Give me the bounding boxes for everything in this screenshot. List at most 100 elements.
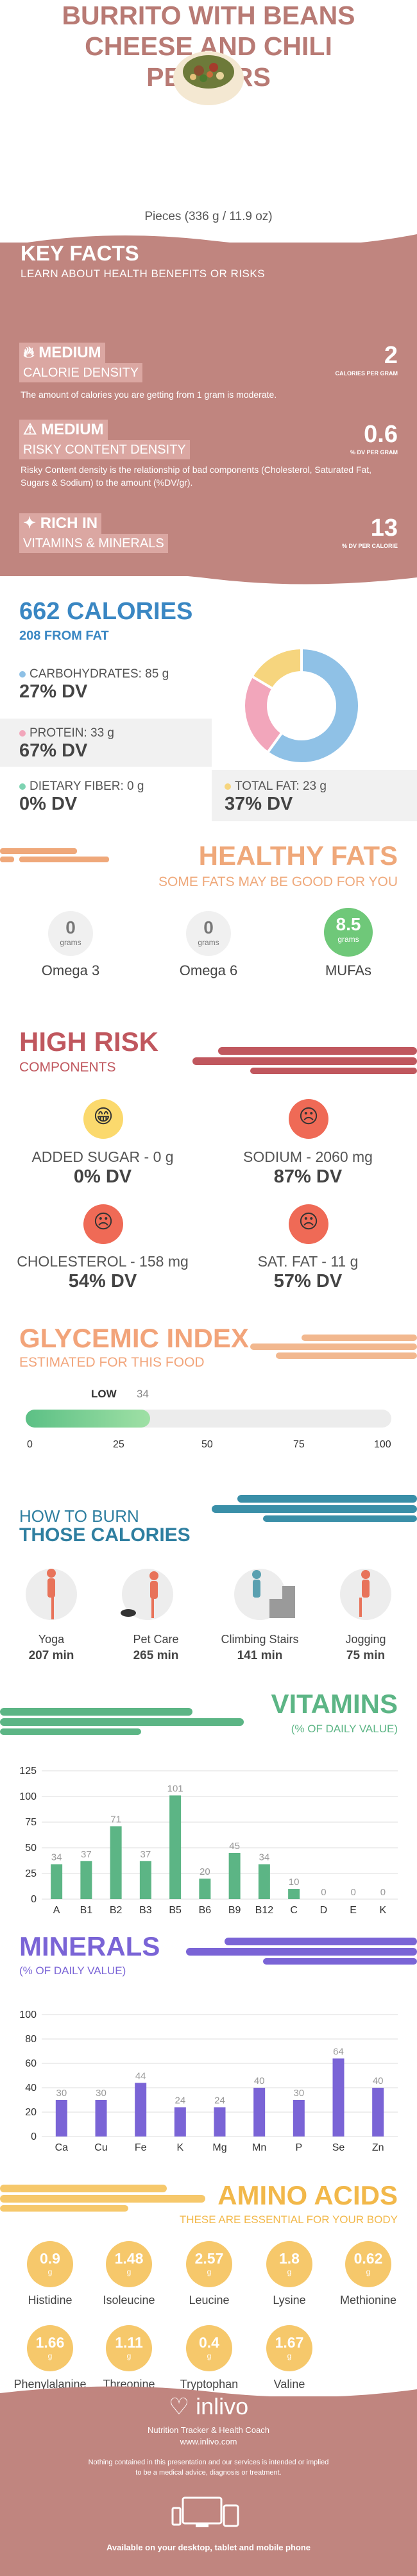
fat-unit: grams — [198, 938, 219, 947]
x-tick-label: K — [176, 2142, 183, 2153]
y-tick-label: 100 — [19, 1791, 37, 1802]
amino-value: 1.8 g — [266, 2241, 312, 2287]
y-tick-label: 125 — [19, 1766, 37, 1777]
x-tick-label: C — [290, 1905, 298, 1916]
fact-unit: CALORIES PER GRAM — [335, 370, 398, 377]
amino-number: 1.48 — [114, 2250, 144, 2267]
fats-title: HEALTHY FATS — [198, 840, 398, 871]
y-tick-label: 75 — [25, 1817, 37, 1828]
bar-A — [51, 1864, 63, 1899]
macro-carbs: CARBOHYDRATES: 85 g 27% DV — [19, 667, 169, 703]
bar-C — [288, 1889, 300, 1899]
frown-icon: ☹ — [298, 1106, 319, 1127]
amino-value: 1.66 g — [27, 2325, 73, 2371]
bar-value-label: 10 — [289, 1877, 300, 1888]
x-tick-label: Mn — [252, 2142, 266, 2153]
amino-unit: g — [207, 2267, 212, 2276]
x-tick-label: Mg — [212, 2142, 226, 2153]
amino-number: 1.67 — [275, 2334, 304, 2351]
protein-dot — [19, 729, 26, 737]
macro-bg — [212, 770, 417, 821]
amino-unit: g — [126, 2267, 132, 2276]
activity-name: Climbing Stairs — [221, 1633, 299, 1646]
burn-stripes — [212, 1495, 417, 1522]
footer-available: Available on your desktop, tablet and mo… — [106, 2543, 311, 2552]
macro-donut-chart — [243, 646, 361, 765]
risk-label: SAT. FAT - 11 g — [257, 1253, 359, 1270]
risk-title: HIGH RISK — [19, 1027, 159, 1057]
level-label: MEDIUM — [41, 421, 104, 438]
fact-unit: % DV PER CALORIE — [341, 543, 398, 549]
donut-slice-carbs — [266, 646, 361, 765]
macro-label: PROTEIN: 33 g — [30, 726, 114, 740]
bar-Zn — [372, 2088, 384, 2137]
fat-value: 0 — [203, 917, 214, 937]
bar-value-label: 45 — [229, 1841, 240, 1852]
macro-label: DIETARY FIBER: 0 g — [30, 780, 144, 793]
bar-value-label: 37 — [81, 1849, 92, 1860]
activity-figures — [47, 1569, 370, 1619]
bar-B3 — [139, 1861, 151, 1899]
macro-dv: 67% DV — [19, 740, 88, 761]
macro-dv: 37% DV — [225, 794, 293, 814]
amino-number: 0.9 — [40, 2250, 60, 2267]
x-tick-label: Se — [332, 2142, 345, 2153]
amino-unit: g — [126, 2351, 132, 2360]
activity-name: Yoga — [38, 1633, 65, 1646]
x-tick-label: D — [320, 1905, 328, 1916]
star-icon: ✦ — [23, 515, 37, 532]
amino-subtitle: THESE ARE ESSENTIAL FOR YOUR BODY — [179, 2213, 398, 2226]
heart-logo-icon: ♡ — [168, 2393, 190, 2419]
bar-value-label: 64 — [333, 2046, 344, 2057]
x-tick-label: Ca — [55, 2142, 69, 2153]
x-tick-label: B2 — [110, 1905, 123, 1916]
bar-value-label: 30 — [293, 2088, 304, 2099]
fat-name: MUFAs — [325, 962, 372, 978]
risk-dv: 0% DV — [73, 1166, 132, 1187]
amino-stripes — [0, 2185, 205, 2212]
amino-number: 2.57 — [194, 2250, 224, 2267]
x-tick-label: P — [295, 2142, 302, 2153]
title-line: BURRITO WITH BEANS — [62, 1, 355, 30]
x-tick-label: B6 — [199, 1905, 212, 1916]
fats-subtitle: SOME FATS MAY BE GOOD FOR YOU — [158, 874, 398, 889]
y-tick-label: 0 — [31, 1894, 37, 1905]
bar-value-label: 24 — [214, 2095, 225, 2106]
amino-title: AMINO ACIDS — [217, 2180, 398, 2210]
amino-number: 1.11 — [115, 2334, 143, 2351]
bar-value-label: 101 — [167, 1783, 183, 1794]
amino-name: Phenylalanine — [13, 2378, 87, 2391]
y-tick-label: 0 — [31, 2131, 37, 2142]
y-tick-label: 80 — [25, 2034, 37, 2045]
amino-value: 0.4 g — [186, 2325, 232, 2371]
risk-subtitle: COMPONENTS — [19, 1060, 116, 1075]
key-facts-subtitle: LEARN ABOUT HEALTH BENEFITS OR RISKS — [21, 268, 266, 280]
amino-value: 1.67 g — [266, 2325, 312, 2371]
activity-name: Jogging — [345, 1633, 386, 1646]
macro-dv: 27% DV — [19, 681, 88, 702]
gi-tick: 50 — [201, 1439, 213, 1450]
amino-unit: g — [47, 2267, 53, 2276]
calorie-density-tag: 🔥︎ MEDIUM CALORIE DENSITY — [19, 343, 143, 382]
footer-url[interactable]: www.inlivo.com — [180, 2437, 237, 2446]
happy-face-icon — [83, 1099, 123, 1139]
bar-Ca — [55, 2100, 67, 2137]
bar-value-label: 24 — [174, 2095, 185, 2106]
amino-unit: g — [287, 2267, 292, 2276]
bar-value-label: 34 — [51, 1852, 62, 1863]
burn-title-2: THOSE CALORIES — [19, 1524, 191, 1546]
amino-name: Leucine — [189, 2294, 230, 2307]
x-tick-label: Zn — [372, 2142, 384, 2153]
brand-name: inlivo — [196, 2393, 249, 2419]
donut-slice-fat — [250, 646, 303, 691]
donut-slice-protein — [243, 674, 284, 755]
macro-label: CARBOHYDRATES: 85 g — [30, 667, 169, 681]
risk-dv: 54% DV — [68, 1271, 137, 1292]
y-tick-label: 50 — [25, 1843, 37, 1854]
bar-value-label: 30 — [56, 2088, 67, 2099]
bar-Se — [332, 2058, 345, 2137]
x-tick-label: K — [380, 1905, 387, 1916]
mufas-value: 8.5 grams — [324, 908, 373, 957]
bar-value-label: 34 — [259, 1852, 270, 1863]
fact-value: 0.6 — [364, 421, 398, 448]
